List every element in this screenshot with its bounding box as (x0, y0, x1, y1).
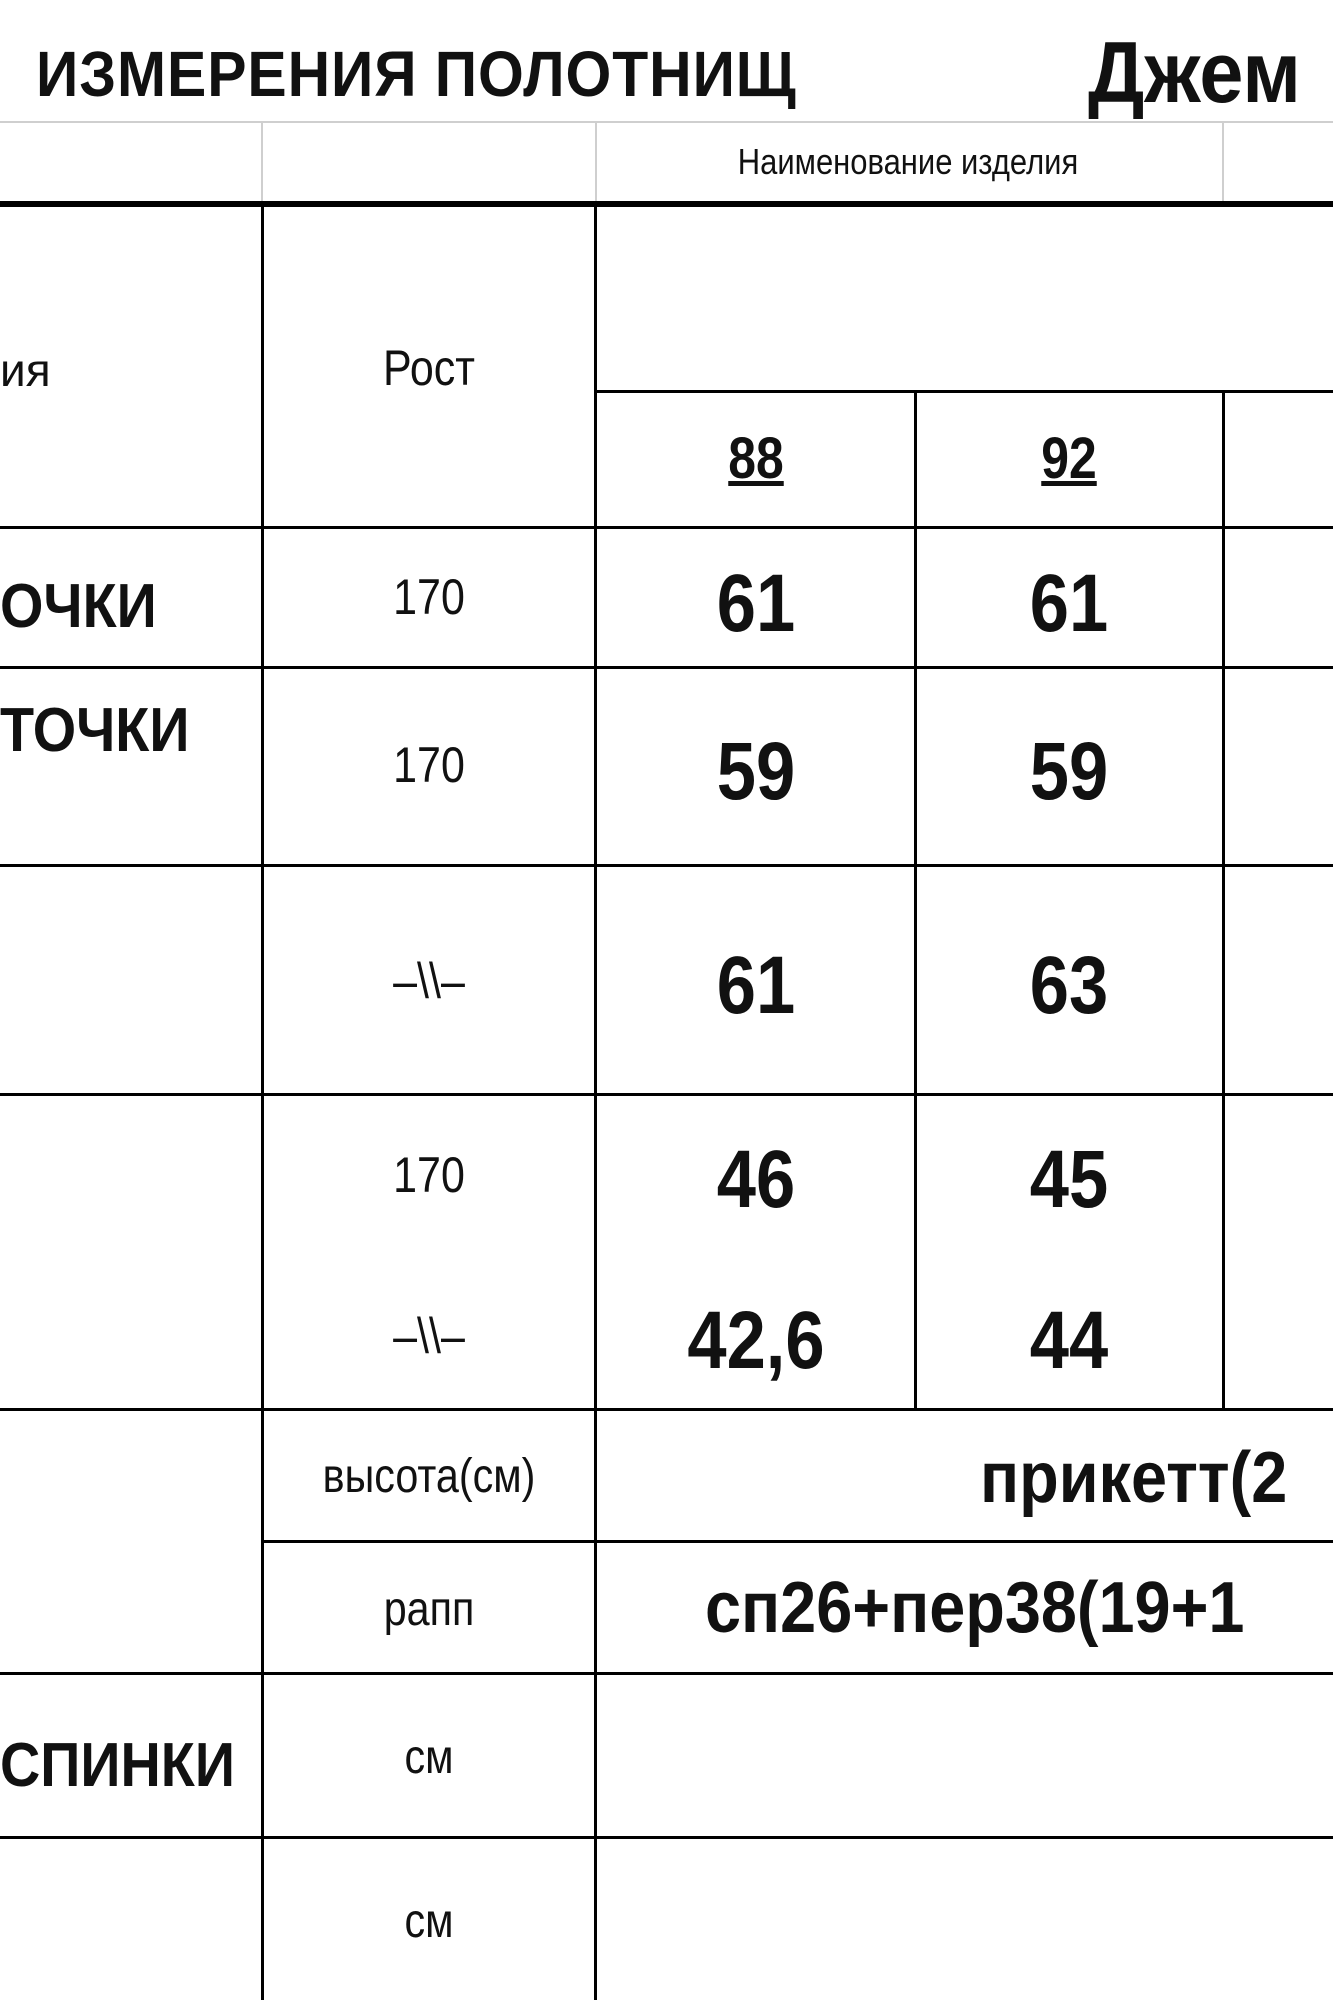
row-value: 44 (1029, 1295, 1109, 1386)
page-title: ИЗМЕРЕНИЯ ПОЛОТНИЩ (36, 38, 797, 110)
row-line (0, 1836, 1333, 1839)
name-column-header: ия (0, 344, 51, 396)
row-label: ТОЧКИ (0, 696, 190, 765)
pattern-height-value: прикетт(2 (980, 1438, 1288, 1518)
product-name-label: Наименование изделия (737, 141, 1079, 182)
row-line (0, 666, 1333, 669)
row-line (0, 1672, 1333, 1675)
row-unit: см (404, 1731, 454, 1784)
row-value: 61 (716, 940, 796, 1031)
top-gray-line (0, 121, 1333, 123)
product-title: Джем (1088, 25, 1301, 121)
row-line (596, 390, 1333, 393)
row-value: 45 (1029, 1134, 1109, 1225)
row-value: 61 (1029, 558, 1109, 649)
row-value: 59 (716, 726, 796, 817)
size-92-header: 92 (1041, 426, 1097, 491)
row-height: 170 (393, 569, 465, 625)
row-line (0, 1093, 1333, 1096)
pattern-repeat-value: сп26+пер38(19+1 (705, 1568, 1245, 1648)
row-label: СПИНКИ (0, 1731, 235, 1800)
row-height: 170 (393, 1147, 465, 1203)
row-height: 170 (393, 737, 465, 793)
row-value: 46 (716, 1134, 796, 1225)
pattern-repeat-label: рапп (383, 1583, 475, 1636)
size-88-header: 88 (728, 426, 784, 491)
row-value: 63 (1029, 940, 1109, 1031)
row-line (0, 864, 1333, 867)
row-line (0, 1408, 1333, 1411)
header-thick-line (0, 201, 1333, 207)
row-line (262, 1540, 1333, 1543)
row-height: –\\– (393, 1308, 465, 1364)
gray-divider (595, 122, 597, 204)
pattern-height-label: высота(см) (322, 1450, 536, 1503)
col-line (594, 204, 597, 2000)
row-value: 61 (716, 558, 796, 649)
col-line (1222, 392, 1225, 1409)
row-value: 59 (1029, 726, 1109, 817)
gray-divider (1222, 122, 1224, 204)
row-height: –\\– (393, 953, 465, 1009)
col-line (914, 392, 917, 1409)
row-line (0, 526, 1333, 529)
height-column-header: Рост (383, 340, 475, 396)
row-label: ОЧКИ (0, 572, 157, 641)
col-line (261, 204, 264, 2000)
row-value: 42,6 (687, 1295, 825, 1386)
row-unit: см (404, 1895, 454, 1948)
gray-divider (261, 122, 263, 204)
